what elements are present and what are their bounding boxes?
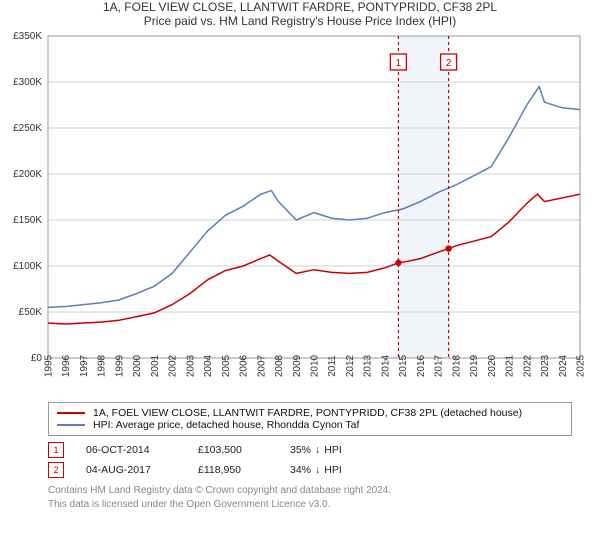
legend-label-price-paid: 1A, FOEL VIEW CLOSE, LLANTWIT FARDRE, PO… <box>93 407 522 419</box>
x-tick-label: 2010 <box>310 354 321 377</box>
x-tick-label: 2019 <box>469 354 480 377</box>
tx-price: £103,500 <box>198 444 268 456</box>
y-tick-label: £50K <box>19 307 43 318</box>
x-tick-label: 2013 <box>363 354 374 377</box>
chart-svg: £0 £50K £100K £150K £200K £250K £300K £350K 1995… <box>0 28 600 398</box>
y-tick-label: £150K <box>13 215 42 226</box>
shaded-band <box>398 36 448 358</box>
x-tick-label: 2005 <box>221 354 232 377</box>
x-tick-label: 2025 <box>576 354 587 377</box>
chart-area: £0 £50K £100K £150K £200K £250K £300K £350K 1995… <box>0 28 600 398</box>
x-tick-label: 1999 <box>114 354 125 377</box>
down-arrow-icon: ↓ <box>315 464 320 476</box>
marker-badge-2: 2 <box>48 462 64 478</box>
x-tick-label: 2011 <box>327 355 338 377</box>
table-row: 1 06-OCT-2014 £103,500 35% ↓ HPI <box>48 442 572 458</box>
y-tick-label: £0 <box>31 353 43 364</box>
y-tick-label: £250K <box>13 123 42 134</box>
legend: 1A, FOEL VIEW CLOSE, LLANTWIT FARDRE, PO… <box>48 402 572 436</box>
tx-date: 04-AUG-2017 <box>86 464 176 476</box>
x-tick-label: 1995 <box>44 354 55 377</box>
legend-row-hpi: HPI: Average price, detached house, Rhon… <box>57 419 563 431</box>
x-tick-label: 2006 <box>239 354 250 377</box>
x-tick-label: 2004 <box>203 354 214 377</box>
x-tick-label: 2003 <box>185 354 196 377</box>
marker-point-2 <box>445 245 451 251</box>
transaction-table: 1 06-OCT-2014 £103,500 35% ↓ HPI 2 04-AU… <box>48 442 572 478</box>
x-tick-label: 2002 <box>168 354 179 377</box>
tx-delta: 34% ↓ HPI <box>290 464 390 476</box>
x-tick-label: 2017 <box>434 354 445 377</box>
down-arrow-icon: ↓ <box>315 444 320 456</box>
x-tick-label: 2020 <box>487 354 498 377</box>
legend-label-hpi: HPI: Average price, detached house, Rhon… <box>93 419 359 431</box>
footer: Contains HM Land Registry data © Crown c… <box>48 484 572 511</box>
y-tick-label: £200K <box>13 169 42 180</box>
x-tick-label: 2022 <box>522 354 533 377</box>
x-tick-label: 2014 <box>380 354 391 377</box>
title-line-2: Price paid vs. HM Land Registry's House … <box>0 14 600 28</box>
series-hpi <box>48 87 580 308</box>
series-price_paid <box>48 194 580 324</box>
title-line-1: 1A, FOEL VIEW CLOSE, LLANTWIT FARDRE, PO… <box>0 0 600 14</box>
x-tick-label: 1998 <box>97 354 108 377</box>
x-tick-label: 1996 <box>61 354 72 377</box>
x-tick-label: 2009 <box>292 354 303 377</box>
legend-swatch-hpi <box>57 424 85 426</box>
y-tick-label: £300K <box>13 77 42 88</box>
x-tick-label: 2000 <box>132 354 143 377</box>
x-tick-label: 2018 <box>451 354 462 377</box>
x-tick-label: 1997 <box>79 354 90 377</box>
x-tick-label: 2007 <box>256 354 267 377</box>
y-tick-label: £100K <box>13 261 42 272</box>
legend-row-price-paid: 1A, FOEL VIEW CLOSE, LLANTWIT FARDRE, PO… <box>57 407 563 419</box>
y-tick-label: £350K <box>13 31 42 42</box>
x-tick-label: 2023 <box>540 354 551 377</box>
tx-price: £118,950 <box>198 464 268 476</box>
chart-titles: 1A, FOEL VIEW CLOSE, LLANTWIT FARDRE, PO… <box>0 0 600 28</box>
marker-badge-text-2: 2 <box>446 58 452 69</box>
marker-badge-1: 1 <box>48 442 64 458</box>
tx-date: 06-OCT-2014 <box>86 444 176 456</box>
x-tick-label: 2024 <box>558 354 569 377</box>
footer-line-1: Contains HM Land Registry data © Crown c… <box>48 484 572 498</box>
x-tick-label: 2008 <box>274 354 285 377</box>
marker-point-1 <box>395 260 401 266</box>
x-tick-label: 2001 <box>150 354 161 377</box>
x-tick-label: 2016 <box>416 354 427 377</box>
x-tick-label: 2021 <box>505 354 516 377</box>
x-tick-label: 2012 <box>345 354 356 377</box>
footer-line-2: This data is licensed under the Open Gov… <box>48 498 572 512</box>
marker-badge-text-1: 1 <box>396 58 402 69</box>
legend-swatch-price-paid <box>57 412 85 414</box>
tx-delta: 35% ↓ HPI <box>290 444 390 456</box>
x-tick-label: 2015 <box>398 354 409 377</box>
plot-border <box>48 36 580 358</box>
table-row: 2 04-AUG-2017 £118,950 34% ↓ HPI <box>48 462 572 478</box>
